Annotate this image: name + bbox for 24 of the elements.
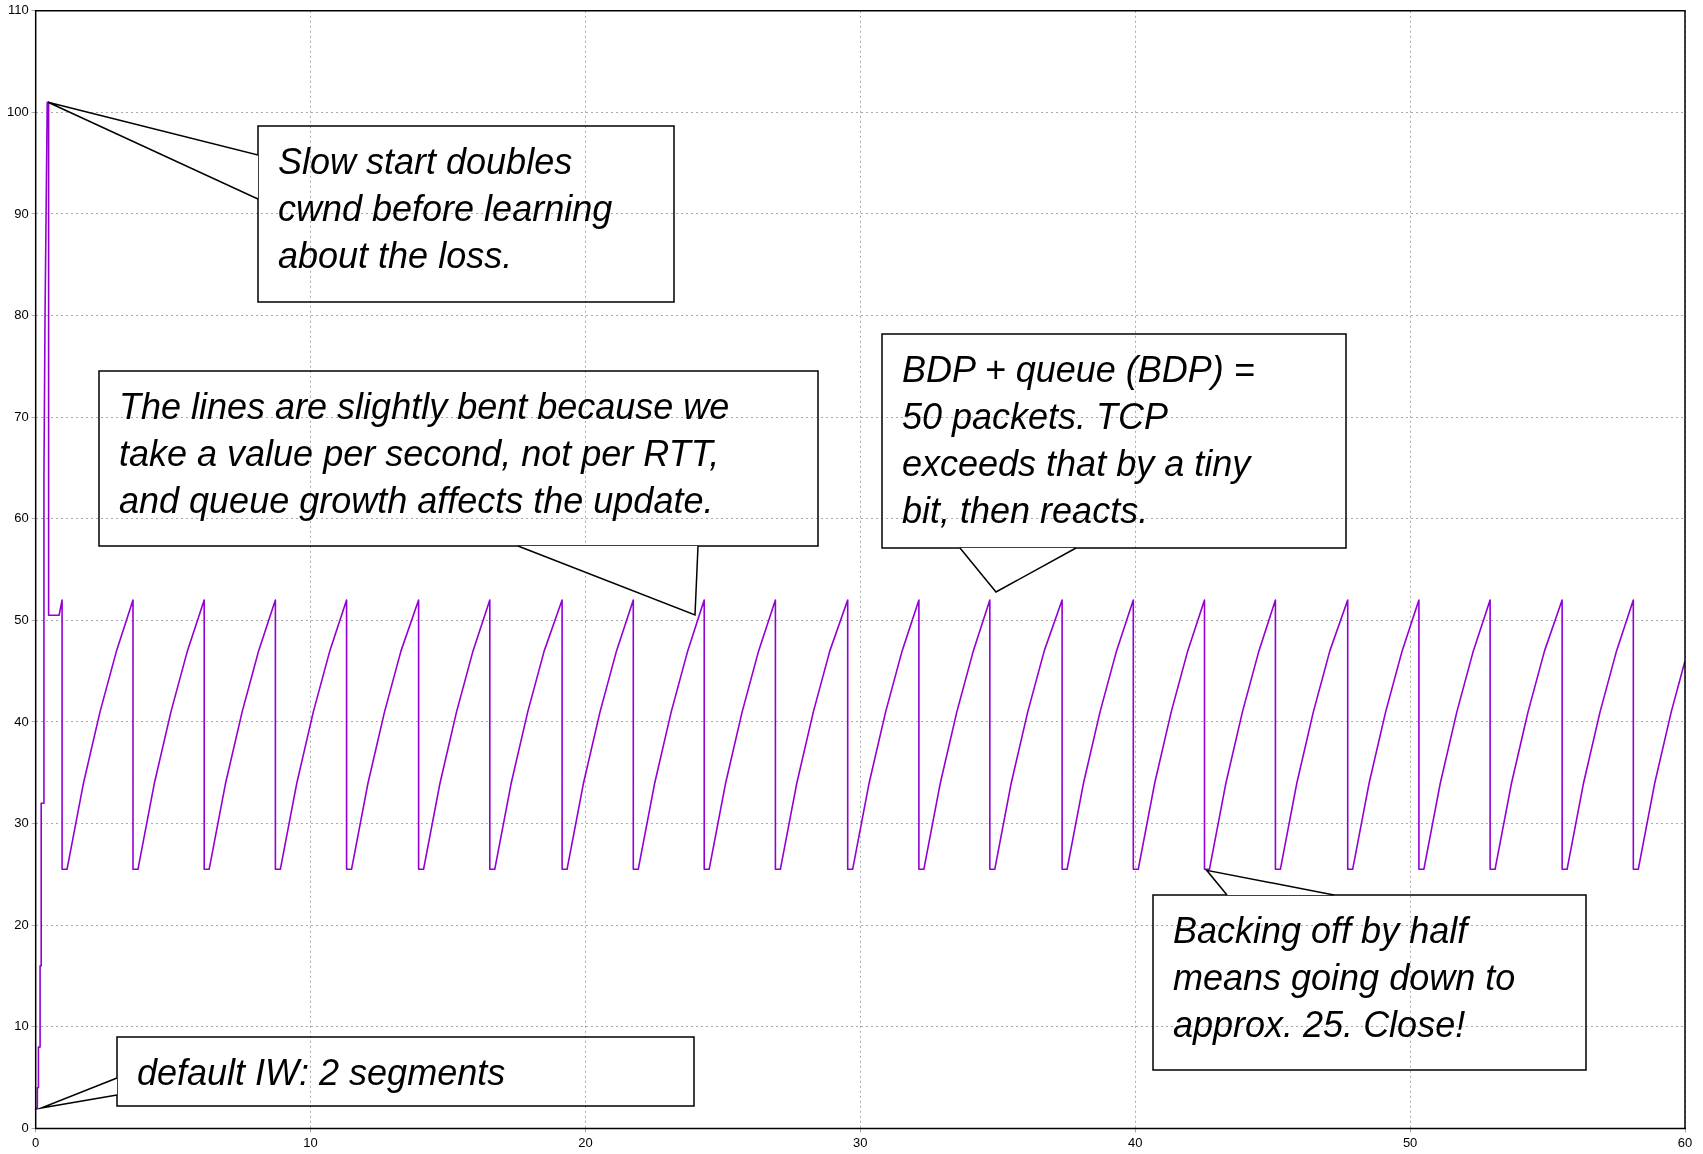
annotation: BDP + queue (BDP) = 50 packets. TCP exceeds that by a tiny bit, then reacts. bbox=[882, 334, 1346, 548]
x-tick-label: 20 bbox=[578, 1134, 593, 1150]
y-tick-label: 40 bbox=[14, 713, 29, 729]
x-tick-label: 40 bbox=[1128, 1134, 1143, 1150]
x-tick-label: 60 bbox=[1677, 1134, 1693, 1150]
annotation: Backing off by half means going down to approx. 25. Close! bbox=[1153, 895, 1586, 1070]
y-tick-label: 90 bbox=[14, 205, 29, 221]
annotation: The lines are slightly bent because we take a value per second, not per RTT, and queue growth affects the update. bbox=[99, 371, 818, 546]
y-tick-label: 110 bbox=[7, 2, 29, 18]
x-tick-label: 10 bbox=[303, 1134, 318, 1150]
x-tick-label: 30 bbox=[853, 1134, 868, 1150]
y-tick-label: 80 bbox=[14, 307, 29, 323]
y-tick-label: 70 bbox=[14, 408, 29, 424]
x-tick-label: 50 bbox=[1402, 1134, 1418, 1150]
y-tick-label: 30 bbox=[14, 815, 29, 831]
annotation: Slow start doubles cwnd before learning about the loss. bbox=[258, 126, 674, 302]
y-tick-label: 100 bbox=[6, 103, 29, 119]
annotation: default IW: 2 segments bbox=[117, 1037, 694, 1106]
x-tick-label: 0 bbox=[32, 1134, 40, 1150]
y-tick-label: 50 bbox=[14, 611, 29, 627]
y-tick-label: 20 bbox=[14, 916, 29, 932]
y-tick-label: 0 bbox=[21, 1119, 29, 1135]
y-tick-label: 60 bbox=[14, 510, 29, 526]
y-tick-label: 10 bbox=[14, 1018, 29, 1034]
